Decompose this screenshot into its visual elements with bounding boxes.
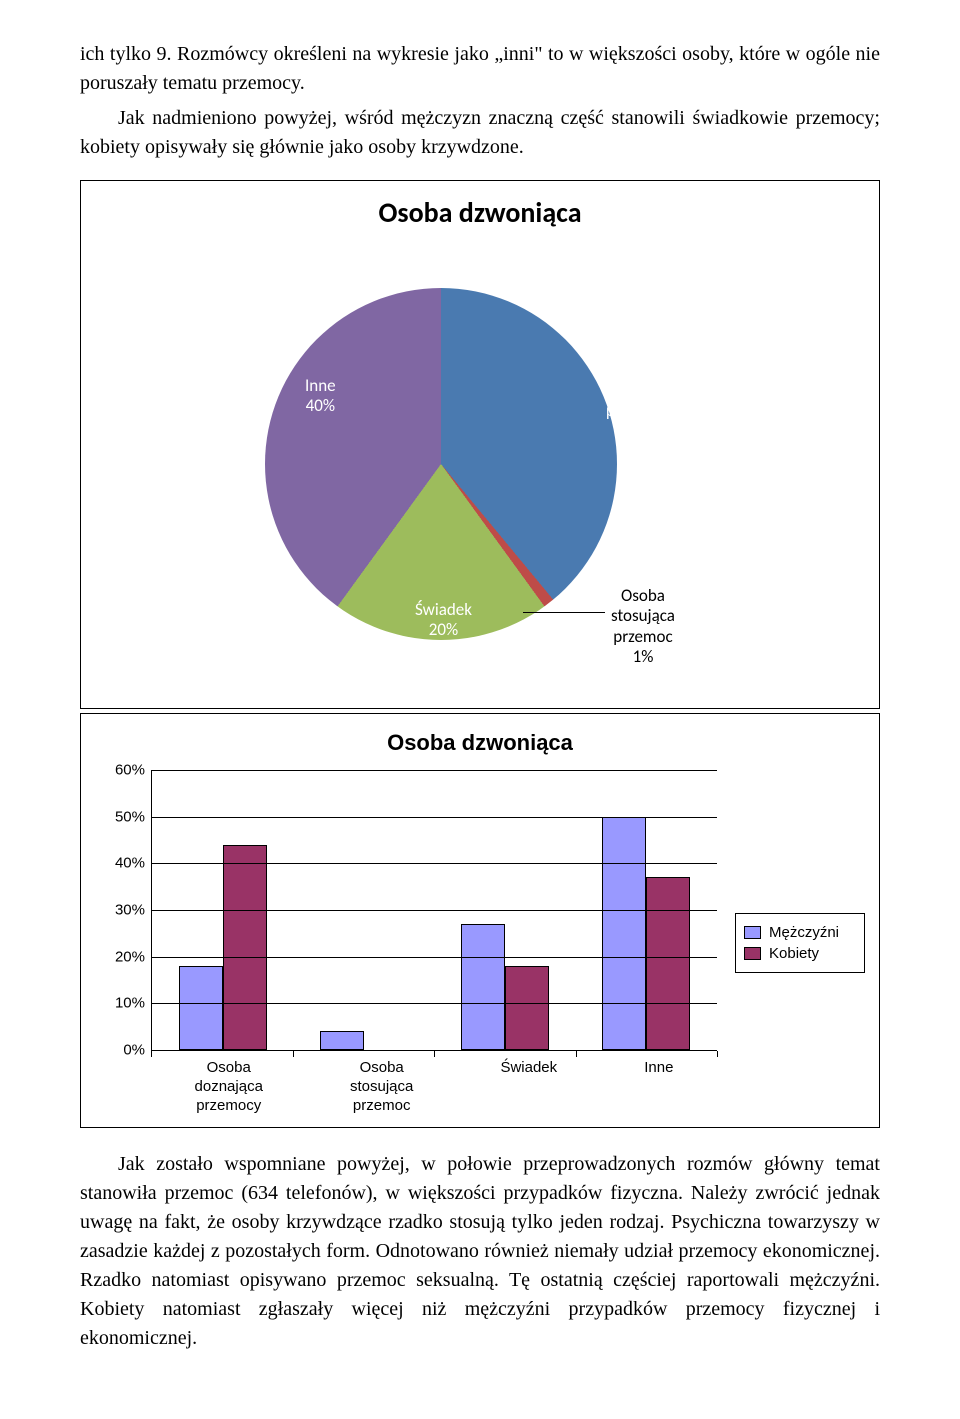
bar-x-label: Inne xyxy=(644,1059,673,1115)
bar-rect xyxy=(461,924,505,1050)
bar-gridline xyxy=(152,817,717,818)
bar-x-tick-marks xyxy=(151,1051,717,1057)
paragraph-2: Jak nadmieniono powyżej, wśród mężczyzn … xyxy=(80,104,880,162)
bar-gridline xyxy=(152,863,717,864)
bar-rect xyxy=(602,817,646,1050)
bar-y-tick: 0% xyxy=(123,1042,145,1059)
bar-rect xyxy=(646,877,690,1050)
bar-group xyxy=(320,817,408,1050)
bar-y-tick: 60% xyxy=(115,762,145,779)
bar-y-tick: 40% xyxy=(115,855,145,872)
bar-rect xyxy=(505,966,549,1050)
bar-y-axis: 0%10%20%30%40%50%60% xyxy=(95,770,151,1050)
paragraph-3: Jak zostało wspomniane powyżej, w połowi… xyxy=(80,1150,880,1353)
pie-chart-box: Osoba dzwoniąca Osoba doznająca przemocy… xyxy=(80,180,880,709)
paragraph-1: ich tylko 9. Rozmówcy określeni na wykre… xyxy=(80,40,880,98)
page: ich tylko 9. Rozmówcy określeni na wykre… xyxy=(0,0,960,1419)
bar-gridline xyxy=(152,1003,717,1004)
bar-x-tick-mark xyxy=(293,1051,294,1057)
legend-item: Kobiety xyxy=(744,945,856,962)
bar-y-tick: 50% xyxy=(115,808,145,825)
pie-chart-area: Osoba doznająca przemocy 39% Osoba stosuj… xyxy=(81,234,879,694)
bar-plot xyxy=(151,770,717,1051)
legend-label: Kobiety xyxy=(769,945,819,962)
bar-y-tick: 20% xyxy=(115,948,145,965)
legend-item: Mężczyźni xyxy=(744,924,856,941)
bar-legend: Mężczyźni Kobiety xyxy=(735,913,865,973)
bar-gridline xyxy=(152,957,717,958)
bar-rect xyxy=(223,845,267,1050)
bar-x-tick-mark xyxy=(576,1051,577,1057)
bar-chart-title: Osoba dzwoniąca xyxy=(95,730,865,756)
bar-chart-box: Osoba dzwoniąca 0% 10% 20% 30% 40% 50% 60% Oso… xyxy=(80,713,880,1128)
bar-chart-body: 0%10%20%30%40%50%60% Osoba doznająca prz… xyxy=(95,770,865,1115)
bar-group xyxy=(461,817,549,1050)
bar-x-tick-mark xyxy=(151,1051,152,1057)
bar-rect xyxy=(179,966,223,1050)
pie-slice-label: Osoba stosująca przemoc 1% xyxy=(611,586,675,668)
bar-x-label: Świadek xyxy=(500,1059,557,1115)
bar-rect xyxy=(320,1031,364,1050)
bar-x-tick-mark xyxy=(434,1051,435,1057)
legend-swatch xyxy=(744,926,761,939)
pie-slice-label: Świadek 20% xyxy=(415,600,472,641)
bar-group xyxy=(602,817,690,1050)
bar-x-labels: Osoba doznająca przemocy Osoba stosująca … xyxy=(151,1059,717,1115)
legend-swatch xyxy=(744,947,761,960)
bar-y-tick: 30% xyxy=(115,902,145,919)
pie-slice-label: Osoba doznająca przemocy 39% xyxy=(605,360,674,442)
bar-x-label: Osoba doznająca przemocy xyxy=(195,1059,263,1115)
legend-label: Mężczyźni xyxy=(769,924,839,941)
bar-legend-box: Mężczyźni Kobiety xyxy=(735,913,865,973)
bar-group xyxy=(179,817,267,1050)
bar-plot-wrap: Osoba doznająca przemocy Osoba stosująca … xyxy=(151,770,717,1115)
bar-gridline xyxy=(152,770,717,771)
bar-x-label: Osoba stosująca przemoc xyxy=(350,1059,413,1115)
pie-chart-title: Osoba dzwoniąca xyxy=(81,195,879,230)
bar-gridline xyxy=(152,910,717,911)
pie-leader-line xyxy=(523,612,605,613)
pie-slice-label: Inne 40% xyxy=(305,376,336,417)
bar-y-tick: 10% xyxy=(115,995,145,1012)
bar-x-tick-mark xyxy=(717,1051,718,1057)
bars-row xyxy=(152,817,717,1050)
pie-chart xyxy=(265,288,617,640)
